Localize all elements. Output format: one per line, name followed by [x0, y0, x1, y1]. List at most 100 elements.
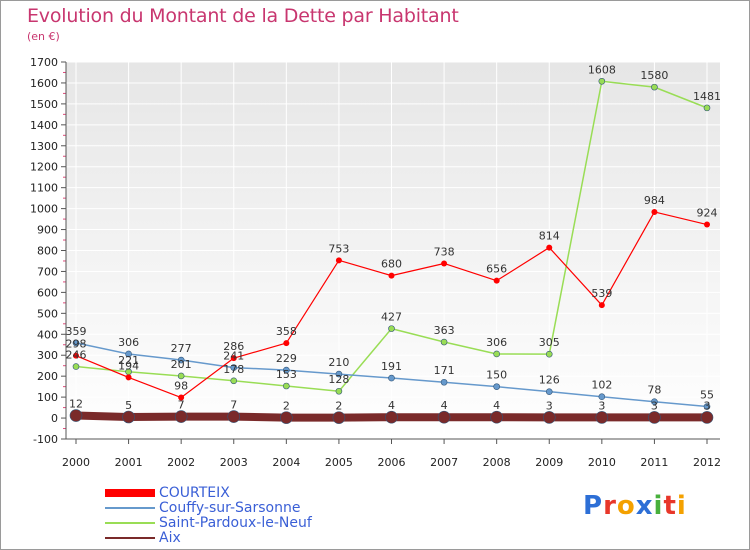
data-label-courteix: 984	[644, 194, 665, 207]
data-point-aix	[227, 410, 241, 423]
y-tick-label: 200	[37, 370, 58, 383]
data-label-saint-pardoux-le-neuf: 305	[539, 336, 560, 349]
data-label-couffy-sur-sarsonne: 229	[276, 352, 297, 365]
data-point-couffy-sur-sarsonne	[703, 403, 711, 410]
data-point-couffy-sur-sarsonne	[651, 398, 658, 406]
data-label-couffy-sur-sarsonne: 171	[434, 364, 455, 377]
data-point-couffy-sur-sarsonne	[598, 393, 606, 400]
data-label-saint-pardoux-le-neuf: 1608	[588, 63, 616, 76]
data-point-aix	[332, 411, 346, 424]
x-tick-label: 2007	[430, 456, 458, 469]
legend-swatch	[105, 537, 155, 539]
data-point-couffy-sur-sarsonne	[283, 366, 290, 374]
data-label-aix: 7	[230, 399, 237, 412]
legend-item: COURTEIX	[105, 485, 230, 501]
data-label-couffy-sur-sarsonne: 306	[118, 336, 139, 349]
data-point-couffy-sur-sarsonne	[72, 339, 80, 347]
y-tick-label: 1100	[30, 182, 58, 195]
data-label-courteix: 286	[223, 340, 244, 353]
data-label-aix: 12	[69, 398, 83, 411]
data-label-saint-pardoux-le-neuf: 201	[171, 358, 192, 371]
y-tick-label: 400	[37, 328, 58, 341]
data-label-aix: 3	[546, 399, 553, 412]
data-point-courteix	[283, 340, 290, 347]
data-point-aix	[385, 410, 398, 424]
data-label-courteix: 98	[174, 380, 188, 393]
data-point-couffy-sur-sarsonne	[125, 350, 132, 358]
y-tick-label: 1700	[30, 56, 58, 69]
x-tick-label: 2012	[693, 456, 721, 469]
data-point-aix	[174, 410, 188, 423]
data-point-aix	[280, 411, 293, 424]
data-point-saint-pardoux-le-neuf	[283, 382, 290, 390]
data-point-courteix	[73, 352, 79, 359]
chart-subtitle: (en €)	[27, 30, 60, 43]
x-tick-label: 2002	[167, 456, 195, 469]
y-tick-label: 1200	[30, 161, 58, 174]
data-label-courteix: 680	[381, 258, 402, 271]
data-point-courteix	[441, 260, 448, 267]
legend-swatch	[105, 489, 155, 497]
data-point-aix	[437, 410, 451, 424]
x-tick-label: 2010	[588, 456, 616, 469]
data-label-couffy-sur-sarsonne: 241	[223, 350, 244, 363]
legend-label: COURTEIX	[159, 485, 230, 501]
y-tick-label: 800	[37, 245, 58, 258]
logo-letter: i	[653, 491, 664, 521]
data-label-aix: 4	[441, 399, 448, 412]
y-tick-label: 1400	[30, 119, 58, 132]
grid-lines	[66, 61, 720, 440]
x-tick-label: 2000	[62, 456, 90, 469]
series-courteix	[73, 208, 710, 401]
x-tick-label: 2001	[115, 456, 143, 469]
data-label-saint-pardoux-le-neuf: 1580	[640, 69, 668, 82]
data-point-saint-pardoux-le-neuf	[493, 350, 500, 358]
data-point-couffy-sur-sarsonne	[335, 370, 343, 378]
series-saint-pardoux-le-neuf	[72, 77, 711, 395]
data-label-courteix: 738	[434, 245, 455, 258]
y-tick-label: 300	[37, 349, 58, 362]
y-tick-label: 1600	[30, 77, 58, 90]
series-aix	[69, 409, 714, 424]
data-point-saint-pardoux-le-neuf	[598, 77, 606, 85]
data-point-aix	[595, 411, 609, 424]
data-label-courteix: 539	[591, 287, 612, 300]
data-label-saint-pardoux-le-neuf: 221	[118, 354, 139, 367]
data-point-aix	[122, 410, 135, 424]
data-point-courteix	[493, 277, 500, 284]
data-label-aix: 2	[283, 400, 290, 413]
data-label-courteix: 194	[118, 359, 139, 372]
x-tick-label: 2009	[535, 456, 563, 469]
data-label-aix: 5	[125, 399, 132, 412]
series-couffy-sur-sarsonne	[72, 339, 711, 410]
y-tick-label: 700	[37, 265, 58, 278]
y-tick-label: 100	[37, 391, 58, 404]
data-point-courteix	[704, 221, 710, 228]
data-point-couffy-sur-sarsonne	[388, 374, 395, 382]
data-point-couffy-sur-sarsonne	[177, 356, 185, 364]
logo-letter: P	[583, 491, 604, 521]
data-label-saint-pardoux-le-neuf: 178	[223, 363, 244, 376]
x-tick-label: 2006	[378, 456, 406, 469]
proxiti-logo: Proxiti	[583, 491, 687, 521]
data-label-aix: 4	[388, 399, 395, 412]
axes: -100 0 100 200 300 400 500 600 700 800 900 1000 1100…	[30, 56, 721, 469]
data-point-saint-pardoux-le-neuf	[703, 104, 711, 112]
data-label-aix: 2	[335, 400, 342, 413]
logo-letter: o	[616, 491, 636, 521]
data-label-saint-pardoux-le-neuf: 1481	[693, 90, 721, 103]
legend-item: Saint-Pardoux-le-Neuf	[105, 515, 312, 531]
data-label-courteix: 298	[66, 338, 87, 351]
data-label-couffy-sur-sarsonne: 102	[591, 379, 612, 392]
data-point-aix	[700, 411, 714, 424]
series-layer	[69, 77, 714, 424]
y-tick-label: 500	[37, 307, 58, 320]
legend-swatch	[105, 507, 155, 509]
data-label-aix: 7	[178, 399, 185, 412]
x-tick-label: 2003	[220, 456, 248, 469]
data-label-courteix: 924	[697, 207, 718, 220]
data-label-couffy-sur-sarsonne: 55	[700, 389, 714, 402]
chart-title: Evolution du Montant de la Dette par Hab…	[27, 5, 459, 27]
data-label-saint-pardoux-le-neuf: 128	[328, 373, 349, 386]
data-point-saint-pardoux-le-neuf	[388, 325, 395, 332]
